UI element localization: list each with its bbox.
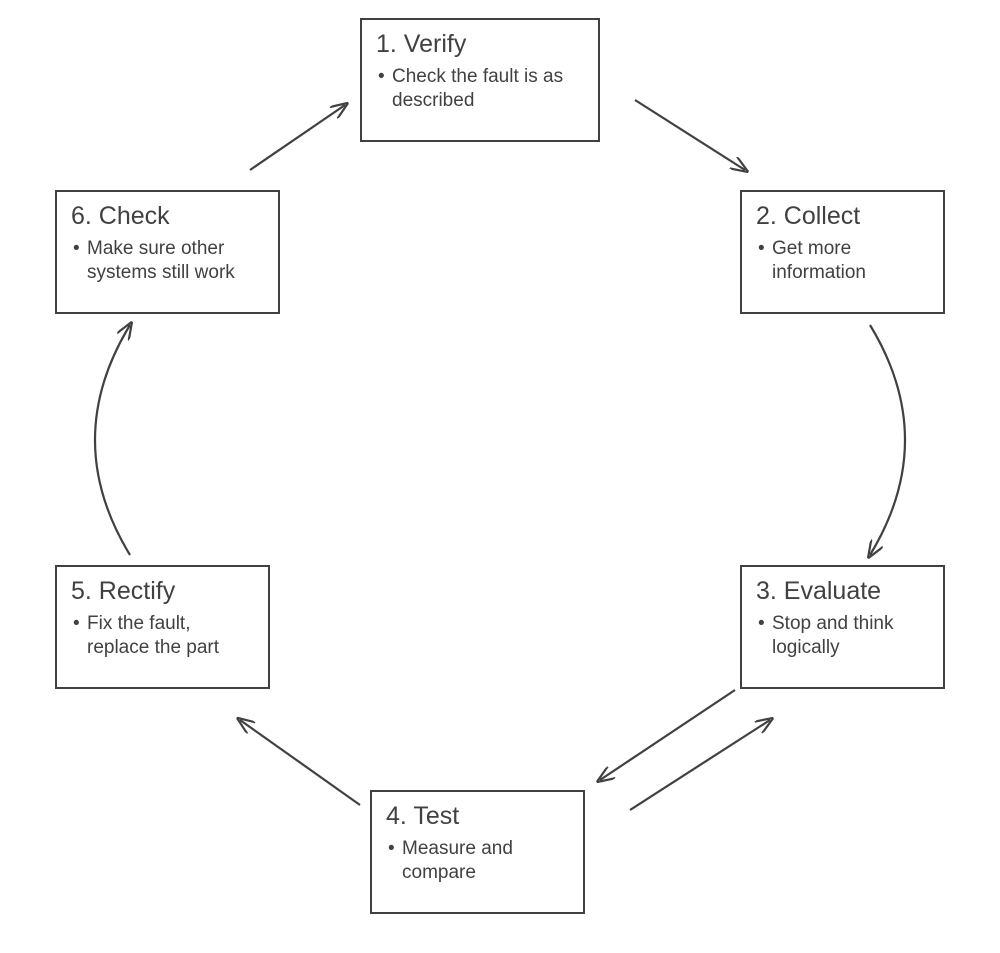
arrow-0 <box>635 100 745 170</box>
node-bullets: Check the fault is as described <box>376 65 584 113</box>
arrow-3 <box>630 720 770 810</box>
node-evaluate: 3. Evaluate Stop and think logically <box>740 565 945 689</box>
node-title: 6. Check <box>71 202 264 231</box>
arrow-1 <box>870 325 905 555</box>
node-test: 4. Test Measure and compare <box>370 790 585 914</box>
node-title: 2. Collect <box>756 202 929 231</box>
node-verify: 1. Verify Check the fault is as described <box>360 18 600 142</box>
arrow-4 <box>240 720 360 805</box>
node-check: 6. Check Make sure other systems still wo… <box>55 190 280 314</box>
node-bullets: Measure and compare <box>386 837 569 885</box>
node-bullet: Make sure other systems still work <box>71 237 264 285</box>
diagram-canvas: 1. Verify Check the fault is as described… <box>0 0 1000 953</box>
node-bullets: Get more information <box>756 237 929 285</box>
node-bullet: Get more information <box>756 237 929 285</box>
node-bullets: Stop and think logically <box>756 612 929 660</box>
arrow-5 <box>95 325 130 555</box>
arrow-6 <box>250 105 345 170</box>
node-bullet: Check the fault is as described <box>376 65 584 113</box>
arrow-2 <box>600 690 735 780</box>
node-title: 5. Rectify <box>71 577 254 606</box>
node-title: 3. Evaluate <box>756 577 929 606</box>
node-bullets: Fix the fault, replace the part <box>71 612 254 660</box>
node-bullet: Stop and think logically <box>756 612 929 660</box>
node-collect: 2. Collect Get more information <box>740 190 945 314</box>
node-bullets: Make sure other systems still work <box>71 237 264 285</box>
node-bullet: Fix the fault, replace the part <box>71 612 254 660</box>
node-rectify: 5. Rectify Fix the fault, replace the par… <box>55 565 270 689</box>
node-bullet: Measure and compare <box>386 837 569 885</box>
node-title: 1. Verify <box>376 30 584 59</box>
node-title: 4. Test <box>386 802 569 831</box>
